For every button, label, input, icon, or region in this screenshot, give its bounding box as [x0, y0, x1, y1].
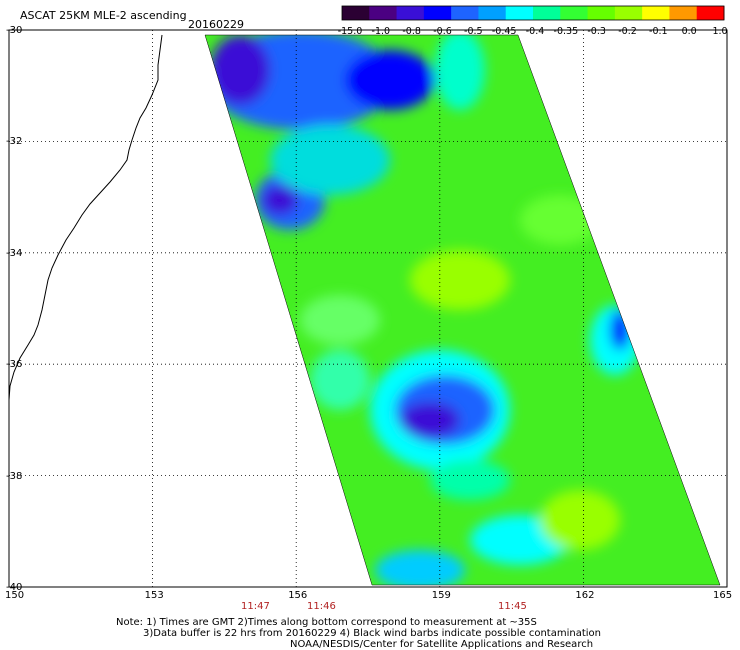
colorbar-swatch: [614, 6, 643, 20]
latitude-label: -32: [6, 136, 23, 148]
time-label: 11:46: [307, 601, 336, 612]
colorbar-frame: [341, 5, 725, 21]
grid-lines: [9, 30, 727, 587]
colorbar-tick-label: 0.0: [681, 26, 697, 37]
colorbar-swatch: [560, 6, 589, 20]
map-frame: [8, 29, 728, 588]
colorbar-swatch: [533, 6, 561, 20]
note-line-2: 3)Data buffer is 22 hrs from 20160229 4)…: [143, 628, 601, 639]
map-title: ASCAT 25KM MLE-2 ascending: [20, 9, 187, 22]
colorbar-swatch: [423, 6, 452, 20]
longitude-label: 165: [713, 590, 733, 601]
note-line-1: Note: 1) Times are GMT 2)Times along bot…: [116, 617, 537, 628]
colorbar-swatch: [396, 6, 425, 20]
colorbar-tick-label: -0.8: [402, 26, 421, 37]
colorbar-tick-label: -0.1: [649, 26, 668, 37]
longitude-label: 153: [144, 590, 164, 601]
latitude-label: -30: [6, 25, 23, 36]
coastline: [8, 34, 163, 401]
colorbar-swatch: [451, 6, 479, 20]
colorbar-tick-label: -15.0: [337, 26, 363, 37]
colorbar-swatch: [478, 6, 507, 20]
colorbar-tick-label: -1.0: [371, 26, 391, 37]
colorbar-swatch: [369, 6, 398, 20]
longitude-label: 156: [288, 590, 308, 601]
longitude-label: 159: [431, 590, 451, 601]
colorbar-swatch: [505, 6, 534, 20]
colorbar-tick-label: -0.2: [618, 26, 637, 37]
time-label: 11:47: [241, 601, 270, 612]
map-date: 20160229: [188, 18, 244, 31]
latitude-label: -36: [6, 359, 23, 371]
colorbar-tick-label: -0.45: [491, 26, 517, 37]
colorbar: [341, 5, 725, 21]
latitude-label: -34: [6, 247, 23, 259]
swath: [205, 35, 720, 585]
longitude-label: 150: [5, 590, 25, 601]
colorbar-swatch: [696, 6, 725, 20]
colorbar-tick-label: -0.5: [464, 26, 483, 37]
swath-outline: [204, 34, 721, 586]
longitude-label: 162: [575, 590, 595, 601]
note-line-3: NOAA/NESDIS/Center for Satellite Applica…: [290, 639, 594, 650]
colorbar-tick-label: -0.35: [553, 26, 579, 37]
colorbar-tick-label: -0.3: [587, 26, 606, 37]
colorbar-swatch: [669, 6, 698, 20]
colorbar-swatch: [587, 6, 616, 20]
colorbar-tick-label: -0.6: [433, 26, 452, 37]
latitude-label: -38: [6, 470, 23, 482]
colorbar-swatch: [642, 6, 670, 20]
colorbar-tick-label: -0.4: [525, 26, 545, 37]
latitude-label: -40: [6, 582, 23, 593]
colorbar-swatch: [342, 6, 370, 20]
time-label: 11:45: [498, 601, 527, 612]
colorbar-tick-label: 1.0: [712, 26, 728, 37]
